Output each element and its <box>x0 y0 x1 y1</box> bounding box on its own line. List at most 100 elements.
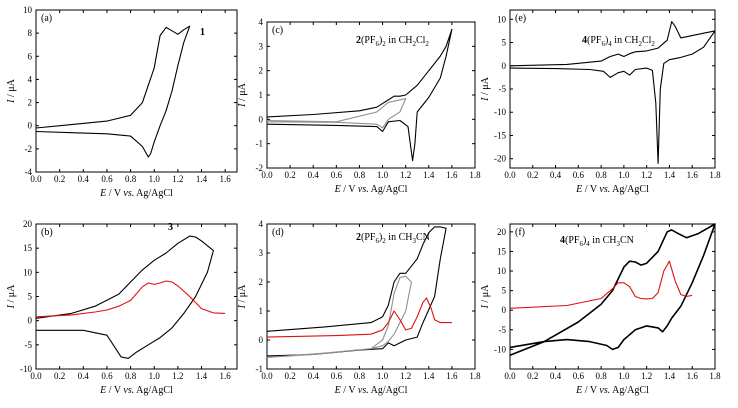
x-tick-label: 1.0 <box>149 371 161 381</box>
y-tick-label: 0 <box>28 121 33 131</box>
panel-label: (e) <box>515 13 526 24</box>
x-tick-label: 1.2 <box>400 371 411 381</box>
y-tick-label: 5 <box>502 286 507 296</box>
panel-title-part: 2 <box>412 40 416 48</box>
panel-title-part: (PF <box>587 35 602 46</box>
panel-title-part: CN <box>620 235 634 246</box>
x-axis-label-part: vs. <box>599 385 610 396</box>
panel-title-part: 2 <box>651 40 655 48</box>
y-tick-label: 0 <box>28 316 33 326</box>
y-axis-label-part: I <box>237 103 248 108</box>
y-tick-label: 6 <box>28 51 33 61</box>
series-line-dpv <box>509 260 693 309</box>
y-axis-label-part: / μA <box>480 76 491 97</box>
y-tick-label: -2 <box>256 163 264 173</box>
series-line-cv <box>35 25 191 158</box>
panel-title-part: ) <box>379 35 382 46</box>
y-tick-label: 4 <box>259 219 264 229</box>
panel-title-part: ) <box>583 235 586 246</box>
panel-title-part: 2 <box>382 237 386 245</box>
x-axis-label: E / V vs. Ag/AgCl <box>334 385 408 396</box>
x-tick-label: 1.6 <box>687 371 699 381</box>
x-axis-label-part: Ag/AgCl <box>369 385 408 396</box>
x-tick-label: 0.8 <box>354 371 366 381</box>
y-axis-label: I / μA <box>480 284 491 309</box>
panel-title-part: 2 <box>382 40 386 48</box>
panel-title-part: 6 <box>375 40 379 48</box>
y-tick-label: 10 <box>497 266 507 276</box>
y-tick-label: 4 <box>28 74 33 84</box>
x-axis-label-part: Ag/AgCl <box>610 184 649 195</box>
y-tick-label: 5 <box>28 292 33 302</box>
panel-label: (a) <box>41 13 52 24</box>
x-axis-label-part: vs. <box>599 184 610 195</box>
x-tick-label: 0.0 <box>261 170 273 180</box>
plot-frame <box>266 223 476 370</box>
x-tick-label: 1.4 <box>196 174 208 184</box>
x-axis-label-part: / V <box>582 184 599 195</box>
x-tick-label: 0.6 <box>101 371 113 381</box>
x-axis-label-part: / V <box>341 385 358 396</box>
y-axis-label: I / μA <box>480 76 491 101</box>
panel-title: 3 <box>168 222 173 233</box>
y-tick-label: 15 <box>497 246 507 256</box>
x-axis-label: E / V vs. Ag/AgCl <box>99 188 173 199</box>
x-tick-label: 1.6 <box>446 371 458 381</box>
x-tick-label: 1.6 <box>446 170 458 180</box>
panel-title-part: 4 <box>586 240 590 248</box>
x-tick-label: 0.4 <box>78 371 90 381</box>
x-tick-label: 1.8 <box>709 371 721 381</box>
y-tick-label: -2 <box>25 144 33 154</box>
plot-frame <box>35 9 238 173</box>
x-tick-label: 1.6 <box>687 170 699 180</box>
panel-title-part: 2 <box>356 232 361 243</box>
x-axis-label-part: / V <box>582 385 599 396</box>
panel-title-part: in CH <box>386 35 413 46</box>
x-tick-label: 0.4 <box>308 371 320 381</box>
y-tick-label: 1 <box>259 90 264 100</box>
x-tick-label: 0.8 <box>125 371 137 381</box>
panel-title-part: in CH <box>612 35 639 46</box>
panel-title-part: 6 <box>601 40 605 48</box>
x-tick-label: 0.6 <box>573 371 585 381</box>
x-tick-label: 0.0 <box>261 371 273 381</box>
y-axis-label-part: / μA <box>237 82 248 103</box>
x-tick-label: 0.4 <box>78 174 90 184</box>
panel-label: (c) <box>272 25 283 36</box>
panel-title-part: Cl <box>416 35 426 46</box>
y-axis-label-part: / μA <box>237 284 248 305</box>
panel-title-part: 3 <box>616 240 620 248</box>
y-tick-label: 0 <box>502 305 507 315</box>
x-axis-label-part: Ag/AgCl <box>610 385 649 396</box>
x-tick-label: 1.8 <box>709 170 721 180</box>
x-tick-label: 0.8 <box>595 371 607 381</box>
x-tick-label: 1.0 <box>149 174 161 184</box>
x-tick-label: 1.4 <box>196 371 208 381</box>
x-tick-label: 1.0 <box>618 371 630 381</box>
x-axis-label-part: E <box>334 184 341 195</box>
x-axis-label-part: E <box>99 188 106 199</box>
y-tick-label: 8 <box>28 28 33 38</box>
x-tick-label: 0.6 <box>101 174 113 184</box>
x-axis-label-part: E <box>334 385 341 396</box>
x-tick-label: 1.6 <box>220 174 232 184</box>
y-axis-label-part: / μA <box>480 284 491 305</box>
y-axis-label: I / μA <box>6 284 17 309</box>
panel-title-part: 2 <box>638 40 642 48</box>
y-axis-label: I / μA <box>237 82 248 107</box>
series-line-first-wave <box>266 98 407 129</box>
x-tick-label: 0.0 <box>30 174 42 184</box>
panel-title-part: 2 <box>425 40 429 48</box>
panel-title-part: ) <box>605 35 608 46</box>
y-axis-label-part: I <box>480 97 491 102</box>
x-axis-label-part: vs. <box>358 385 369 396</box>
panel-title-part: 4 <box>582 35 587 46</box>
panel-b: 0.0 0.2 0.4 0.6 0.8 1.0 1.2 1.4 1.6 -10 -5 0 5 10 15 20… <box>6 219 238 396</box>
y-tick-label: 4 <box>259 17 264 27</box>
y-tick-label: 10 <box>497 14 507 24</box>
x-tick-label: 1.4 <box>423 170 435 180</box>
panel-title: 4(PF6)4 in CH2Cl2 <box>582 35 655 48</box>
x-tick-label: 1.6 <box>220 371 232 381</box>
x-tick-label: 0.2 <box>527 371 538 381</box>
x-tick-label: 1.4 <box>664 170 676 180</box>
